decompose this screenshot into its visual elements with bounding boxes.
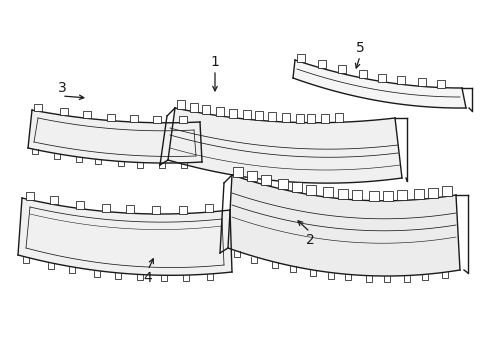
- Polygon shape: [227, 175, 459, 276]
- Text: 3: 3: [58, 81, 66, 95]
- Bar: [306, 185, 316, 195]
- Bar: [153, 116, 161, 123]
- Polygon shape: [168, 108, 401, 183]
- Bar: [427, 188, 437, 198]
- Bar: [296, 113, 304, 122]
- Bar: [396, 190, 407, 201]
- Text: 2: 2: [305, 233, 314, 247]
- Bar: [268, 112, 276, 121]
- Bar: [436, 80, 444, 87]
- Bar: [307, 114, 315, 123]
- Bar: [232, 167, 242, 177]
- Bar: [215, 107, 223, 116]
- Bar: [34, 104, 42, 111]
- Bar: [417, 78, 425, 86]
- Bar: [323, 187, 333, 197]
- Bar: [318, 60, 326, 68]
- Bar: [246, 171, 256, 181]
- Bar: [126, 205, 134, 213]
- Bar: [377, 73, 385, 81]
- Polygon shape: [28, 110, 202, 163]
- Bar: [179, 116, 186, 123]
- Bar: [335, 113, 343, 122]
- Bar: [102, 203, 110, 212]
- Bar: [337, 66, 345, 73]
- Bar: [130, 115, 138, 122]
- Bar: [442, 186, 451, 196]
- Bar: [337, 189, 347, 199]
- Bar: [382, 191, 392, 201]
- Bar: [292, 183, 302, 192]
- Bar: [243, 110, 251, 119]
- Bar: [178, 206, 186, 213]
- Bar: [152, 206, 160, 214]
- Bar: [190, 103, 198, 112]
- Bar: [396, 76, 404, 84]
- Polygon shape: [292, 60, 465, 108]
- Bar: [278, 179, 287, 189]
- Bar: [229, 109, 237, 118]
- Polygon shape: [18, 198, 231, 275]
- Bar: [358, 70, 366, 78]
- Bar: [204, 204, 212, 212]
- Bar: [83, 111, 91, 118]
- Bar: [321, 114, 329, 123]
- Bar: [254, 111, 262, 120]
- Bar: [368, 191, 378, 201]
- Bar: [351, 190, 361, 200]
- Bar: [261, 175, 270, 185]
- Text: 1: 1: [210, 55, 219, 69]
- Bar: [201, 105, 209, 114]
- Bar: [176, 100, 184, 109]
- Text: 4: 4: [143, 271, 152, 285]
- Bar: [297, 54, 305, 62]
- Bar: [60, 108, 68, 115]
- Bar: [106, 114, 115, 121]
- Text: 5: 5: [355, 41, 364, 55]
- Bar: [76, 201, 84, 208]
- Bar: [282, 113, 290, 122]
- Bar: [26, 192, 34, 200]
- Bar: [413, 189, 423, 199]
- Bar: [49, 197, 58, 204]
